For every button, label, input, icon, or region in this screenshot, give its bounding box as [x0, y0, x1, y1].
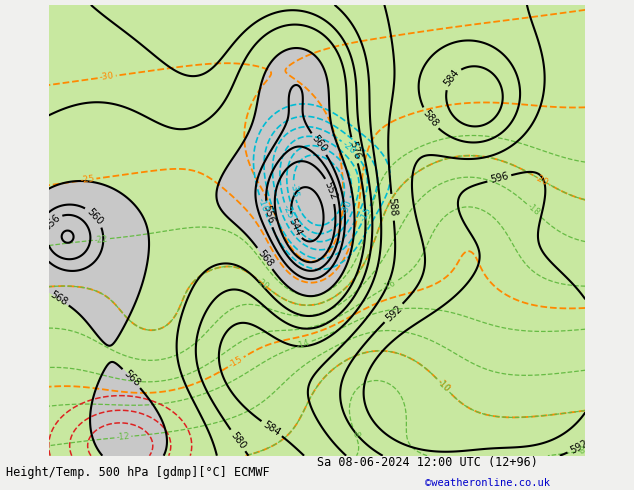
- Text: -16: -16: [382, 278, 398, 293]
- Text: -22: -22: [94, 234, 108, 245]
- Text: 596: 596: [489, 172, 510, 185]
- Text: 588: 588: [420, 108, 439, 129]
- Text: 568: 568: [48, 289, 69, 307]
- Text: 592: 592: [568, 438, 589, 455]
- Text: -30: -30: [340, 199, 354, 216]
- Text: -35: -35: [288, 182, 299, 198]
- Text: -18: -18: [525, 202, 541, 218]
- Text: 584: 584: [261, 419, 282, 438]
- Text: 592: 592: [384, 303, 404, 323]
- Text: 560: 560: [309, 134, 328, 154]
- Text: -8: -8: [577, 446, 586, 456]
- Text: -14: -14: [295, 338, 311, 351]
- Text: 568: 568: [256, 248, 275, 269]
- Text: 576: 576: [347, 140, 362, 161]
- Text: -30: -30: [99, 72, 115, 82]
- Text: 584: 584: [442, 68, 462, 89]
- Text: Sa 08-06-2024 12:00 UTC (12+96): Sa 08-06-2024 12:00 UTC (12+96): [317, 456, 538, 469]
- Text: Height/Temp. 500 hPa [gdmp][°C] ECMWF: Height/Temp. 500 hPa [gdmp][°C] ECMWF: [6, 466, 270, 479]
- Text: -15: -15: [227, 355, 245, 369]
- Text: 568: 568: [121, 368, 141, 389]
- Text: -15: -15: [358, 206, 373, 223]
- Text: 556: 556: [261, 204, 276, 225]
- Text: 580: 580: [228, 430, 247, 451]
- Text: -20: -20: [533, 172, 550, 187]
- Text: ©weatheronline.co.uk: ©weatheronline.co.uk: [425, 478, 550, 488]
- Text: -20: -20: [255, 276, 271, 292]
- Text: 560: 560: [85, 206, 105, 226]
- Text: -10: -10: [435, 377, 452, 394]
- Text: -10: -10: [256, 196, 269, 213]
- Text: -25: -25: [281, 203, 295, 220]
- Text: -10: -10: [436, 378, 451, 393]
- Text: -20: -20: [340, 139, 357, 156]
- Text: -8: -8: [349, 428, 361, 440]
- Text: 544: 544: [286, 217, 303, 238]
- Text: -12: -12: [116, 432, 130, 442]
- Text: -25: -25: [79, 174, 95, 185]
- Text: 588: 588: [387, 197, 399, 217]
- Text: 552: 552: [323, 180, 339, 201]
- Text: 556: 556: [42, 213, 62, 233]
